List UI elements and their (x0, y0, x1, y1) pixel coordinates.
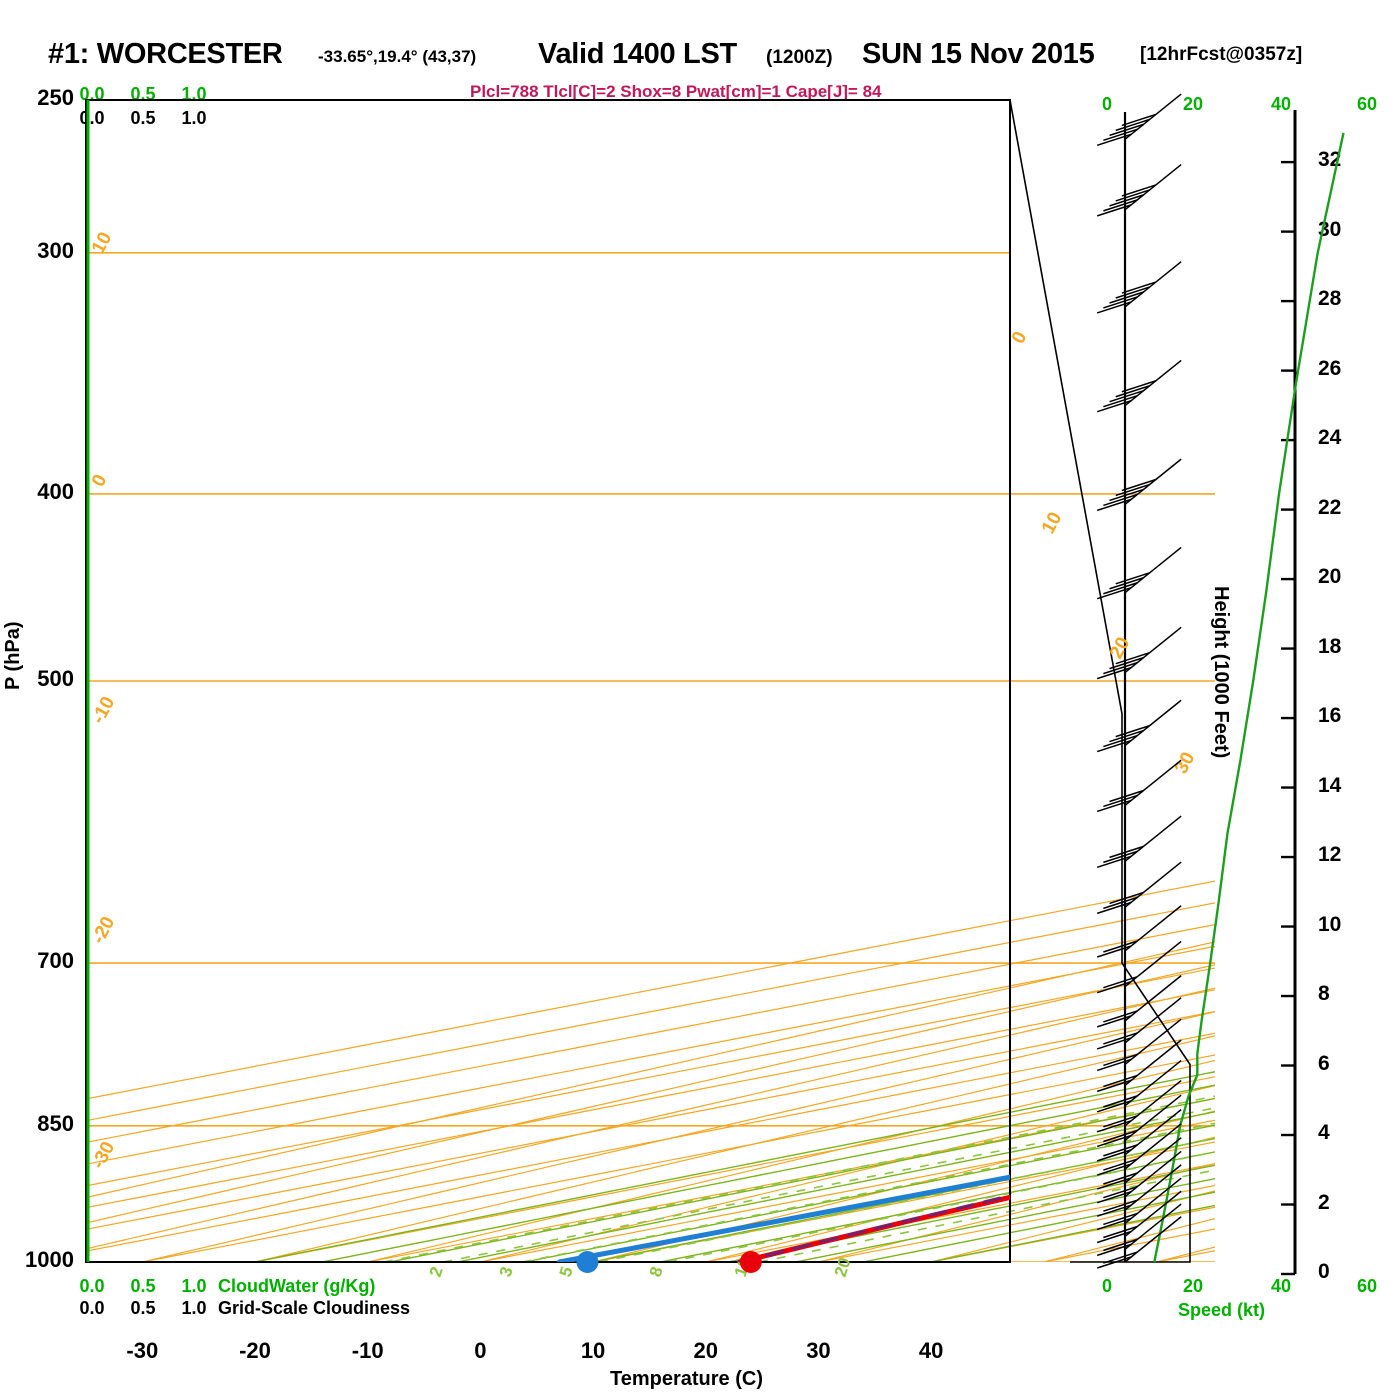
height-tick-label: 12 (1318, 843, 1342, 867)
plot-border (85, 99, 1011, 1263)
pressure-tick-label: 850 (37, 1110, 74, 1136)
temperature-tick-label: -20 (239, 1338, 271, 1363)
speed-tick-label: 20 (1182, 1276, 1204, 1296)
speed-tick-label: 40 (1270, 94, 1292, 114)
dry-adiabat-label-right-1: 10 (1038, 509, 1066, 538)
valid-date: SUN 15 Nov 2015 (862, 38, 1095, 70)
series-parcel-path (737, 1194, 1010, 1262)
dry-adiabat-label-right-2: 20 (1106, 634, 1134, 663)
dry-adiabat-label-right-0: 0 (1008, 328, 1032, 347)
height-tick-label: 0 (1318, 1260, 1330, 1283)
cloudwater-bottom-tick-2: 1.0 (181, 1276, 207, 1296)
valid-time-zulu: (1200Z) (766, 47, 833, 68)
station-coordinates: -33.65°,19.4° (43,37) (318, 47, 477, 66)
speed-tick-label: 60 (1356, 94, 1378, 114)
grid-lines (86, 100, 1215, 1262)
wind-barb-group (1096, 93, 1182, 1269)
height-tick-label: 20 (1318, 565, 1342, 589)
temperature-tick-label: 0 (474, 1338, 487, 1363)
cloudiness-top-tick-1: 0.5 (130, 108, 156, 128)
temperature-tick-label: 10 (580, 1338, 606, 1363)
pressure-tick-label: 400 (37, 478, 74, 504)
mixing-ratio-label-2: 5 (556, 1264, 577, 1279)
speed-tick-label: 0 (1101, 94, 1112, 114)
speed-tick-label: 60 (1356, 1276, 1378, 1296)
cloudiness-top-tick-2: 1.0 (181, 108, 207, 128)
speed-tick-label: 40 (1270, 1276, 1292, 1296)
wind-panel-outline (1009, 99, 1191, 1263)
temperature-axis-label: Temperature (C) (610, 1368, 763, 1390)
valid-time: Valid 1400 LST (538, 38, 737, 70)
speed-tick-label: 0 (1101, 1276, 1112, 1296)
mixing-ratio-label-5: 20 (831, 1255, 855, 1279)
pressure-tick-label: 700 (37, 948, 74, 974)
dry-adiabat-label-left-3: -20 (88, 913, 119, 947)
surface-dewpoint-dot (576, 1251, 599, 1273)
title-bar: #1: WORCESTER -33.65°,19.4° (43,37) Vali… (0, 38, 1400, 72)
dry-adiabat-label-left-4: -30 (88, 1138, 119, 1172)
height-tick-label: 26 (1318, 356, 1342, 380)
temperature-tick-label: 40 (918, 1338, 944, 1363)
mixing-ratio-label-1: 3 (496, 1264, 517, 1279)
temperature-tick-label: 20 (693, 1338, 718, 1363)
temperature-tick-label: -10 (351, 1338, 384, 1363)
dry-adiabat-label-left-1: 0 (88, 471, 112, 490)
height-tick-label: 18 (1318, 634, 1342, 658)
mixing-ratio-label-3: 8 (646, 1264, 667, 1279)
cloudiness-bottom-tick-1: 0.5 (130, 1298, 156, 1318)
temperature-tick-label: 30 (806, 1338, 831, 1363)
forecast-stamp: [12hrFcst@0357z] (1140, 44, 1303, 65)
speed-tick-label: 20 (1182, 94, 1204, 114)
height-tick-label: 4 (1318, 1121, 1330, 1144)
mixing-ratio-label-0: 2 (426, 1264, 447, 1279)
sounding-parameters: Plcl=788 Tlcl[C]=2 Shox=8 Pwat[cm]=1 Cap… (470, 82, 882, 101)
height-tick-label: 24 (1318, 426, 1342, 450)
dry-adiabat-label-right-3: 30 (1171, 749, 1199, 778)
series-temperature (737, 1194, 1010, 1262)
pressure-tick-label: 500 (37, 666, 74, 691)
height-tick-label: 10 (1318, 912, 1342, 936)
cloudwater-bottom-tick-1: 0.5 (130, 1276, 156, 1296)
dry-adiabat-label-left-2: -10 (88, 693, 119, 727)
cloudiness-bottom-tick-0: 0.0 (79, 1298, 105, 1318)
temperature-tick-label: -30 (126, 1338, 159, 1363)
pressure-tick-label: 300 (37, 237, 74, 263)
cloudwater-axis-label: CloudWater (g/Kg) (218, 1276, 376, 1296)
height-tick-label: 8 (1318, 982, 1330, 1006)
cloudiness-bottom-tick-2: 1.0 (181, 1298, 207, 1318)
station-title: #1: WORCESTER (48, 38, 283, 70)
cloudwater-bottom-tick-0: 0.0 (79, 1276, 105, 1296)
height-tick-label: 16 (1318, 704, 1342, 728)
height-tick-label: 28 (1318, 287, 1342, 311)
wind-speed-profile (1153, 132, 1345, 1263)
series-dewpoint (556, 1174, 1010, 1262)
height-tick-label: 2 (1318, 1190, 1330, 1214)
pressure-tick-label: 250 (37, 85, 74, 110)
cloudiness-axis-label: Grid-Scale Cloudiness (218, 1298, 411, 1318)
surface-temperature-dot (739, 1251, 762, 1273)
pressure-tick-label: 1000 (25, 1247, 74, 1272)
speed-axis-label: Speed (kt) (1178, 1300, 1266, 1320)
height-tick-label: 22 (1318, 495, 1342, 519)
height-tick-label: 14 (1318, 773, 1342, 797)
height-tick-label: 6 (1318, 1051, 1330, 1075)
